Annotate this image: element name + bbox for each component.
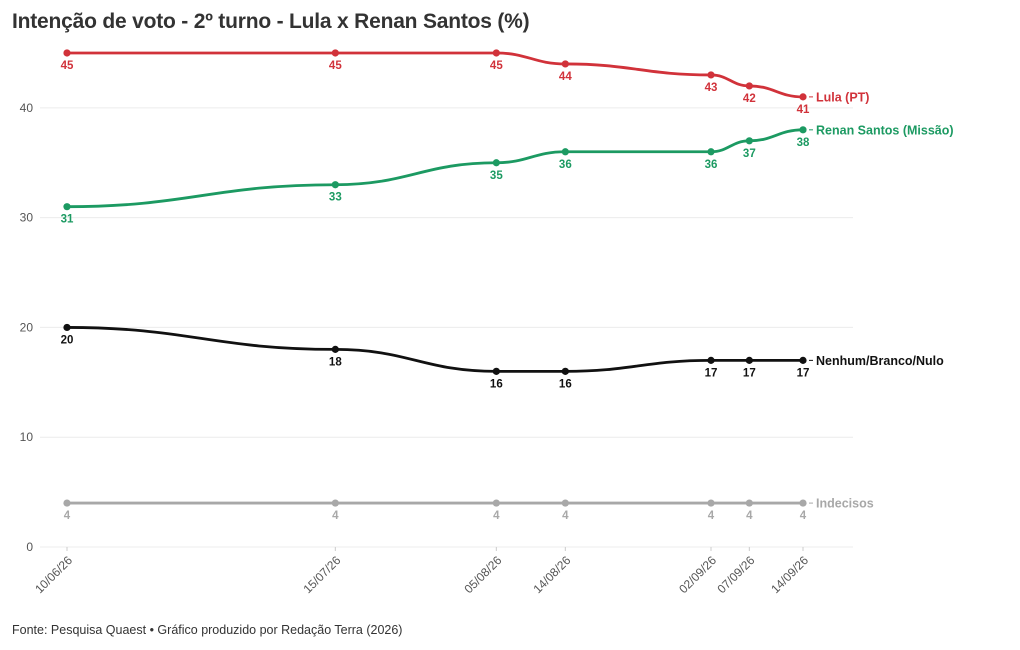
data-label: 45 bbox=[329, 60, 342, 72]
x-tick-label: 15/07/26 bbox=[301, 553, 344, 596]
data-point bbox=[331, 181, 339, 189]
data-point bbox=[707, 71, 715, 79]
data-label: 17 bbox=[797, 367, 810, 379]
x-tick-label: 07/09/26 bbox=[715, 553, 758, 596]
data-label: 33 bbox=[329, 192, 342, 204]
data-point bbox=[799, 356, 807, 364]
data-point bbox=[63, 499, 71, 507]
data-label: 18 bbox=[329, 356, 342, 368]
data-point bbox=[331, 49, 339, 57]
data-point bbox=[63, 323, 71, 332]
gridlines bbox=[40, 107, 853, 548]
data-label: 37 bbox=[743, 148, 756, 160]
data-point bbox=[745, 137, 753, 145]
x-tick-label: 14/09/26 bbox=[768, 553, 811, 596]
data-point bbox=[799, 499, 807, 507]
line-chart: 0 10 20 30 40 10/06/26 15/07/26 05/08/26 14/08/… bbox=[20, 49, 954, 596]
data-label: 17 bbox=[705, 367, 718, 379]
data-label: 4 bbox=[746, 510, 753, 522]
data-label: 31 bbox=[61, 214, 74, 226]
data-point bbox=[745, 356, 753, 364]
chart-title: Intenção de voto - 2º turno - Lula x Ren… bbox=[12, 10, 530, 33]
data-point bbox=[331, 345, 339, 353]
data-label: 41 bbox=[797, 104, 810, 116]
source-footer: Fonte: Pesquisa Quaest • Gráfico produzi… bbox=[12, 623, 403, 637]
data-point bbox=[492, 499, 500, 507]
data-point bbox=[745, 499, 753, 507]
data-label: 43 bbox=[705, 82, 718, 94]
x-axis-ticks: 10/06/26 15/07/26 05/08/26 14/08/26 02/09/26… bbox=[32, 547, 811, 596]
data-label: 16 bbox=[490, 378, 503, 390]
data-label: 4 bbox=[708, 510, 715, 522]
x-tick-label: 05/08/26 bbox=[462, 553, 505, 596]
series-end-label: Renan Santos (Missão) bbox=[816, 123, 954, 137]
data-point bbox=[63, 203, 71, 211]
series-indecisos: 4 4 4 4 4 4 4 Indecisos bbox=[63, 497, 874, 522]
data-point bbox=[799, 93, 807, 101]
series-end-label: Lula (PT) bbox=[816, 90, 869, 104]
data-point bbox=[492, 159, 500, 167]
x-tick-label: 10/06/26 bbox=[32, 553, 75, 596]
x-tick-label: 02/09/26 bbox=[676, 553, 719, 596]
series-end-label: Indecisos bbox=[816, 497, 874, 511]
series-line bbox=[65, 51, 805, 99]
data-label: 4 bbox=[562, 510, 569, 522]
y-tick-label: 30 bbox=[20, 211, 34, 225]
data-point bbox=[63, 49, 71, 57]
data-label: 4 bbox=[332, 510, 339, 522]
data-label: 16 bbox=[559, 378, 572, 390]
data-point bbox=[492, 367, 500, 375]
data-point bbox=[561, 60, 569, 68]
series-line bbox=[65, 128, 805, 209]
y-tick-label: 10 bbox=[20, 430, 34, 444]
data-label: 44 bbox=[559, 71, 572, 83]
data-label: 36 bbox=[705, 159, 718, 171]
data-point bbox=[707, 148, 715, 156]
series-lula-pt: 45 45 45 44 43 42 41 Lula (PT) bbox=[61, 49, 869, 116]
data-label: 45 bbox=[61, 60, 74, 72]
data-label: 4 bbox=[64, 510, 71, 522]
data-label: 35 bbox=[490, 170, 503, 182]
data-label: 20 bbox=[61, 334, 74, 346]
data-label: 36 bbox=[559, 159, 572, 171]
data-label: 42 bbox=[743, 93, 756, 105]
data-point bbox=[331, 499, 339, 507]
data-point bbox=[561, 499, 569, 507]
series-renan-santos-miss-o: 31 33 35 36 36 37 38 Renan Santos (Missão) bbox=[61, 123, 954, 225]
data-point bbox=[561, 148, 569, 156]
y-tick-label: 0 bbox=[26, 540, 33, 554]
data-label: 4 bbox=[493, 510, 500, 522]
y-tick-label: 40 bbox=[20, 101, 34, 115]
data-point bbox=[492, 49, 500, 57]
data-label: 38 bbox=[797, 137, 810, 149]
data-label: 45 bbox=[490, 60, 503, 72]
series-line bbox=[65, 326, 805, 373]
y-axis-ticks: 0 10 20 30 40 bbox=[20, 101, 34, 554]
data-label: 17 bbox=[743, 367, 756, 379]
y-tick-label: 20 bbox=[20, 320, 34, 334]
data-point bbox=[707, 499, 715, 507]
data-point bbox=[799, 126, 807, 134]
data-point bbox=[561, 367, 569, 375]
series-end-label: Nenhum/Branco/Nulo bbox=[816, 354, 944, 368]
data-point bbox=[745, 82, 753, 90]
data-point bbox=[707, 356, 715, 364]
series-nenhum-branco-nulo: 20 18 16 16 17 17 17 Nenhum/Branco/Nulo bbox=[61, 323, 944, 390]
data-label: 4 bbox=[800, 510, 807, 522]
x-tick-label: 14/08/26 bbox=[531, 553, 574, 596]
